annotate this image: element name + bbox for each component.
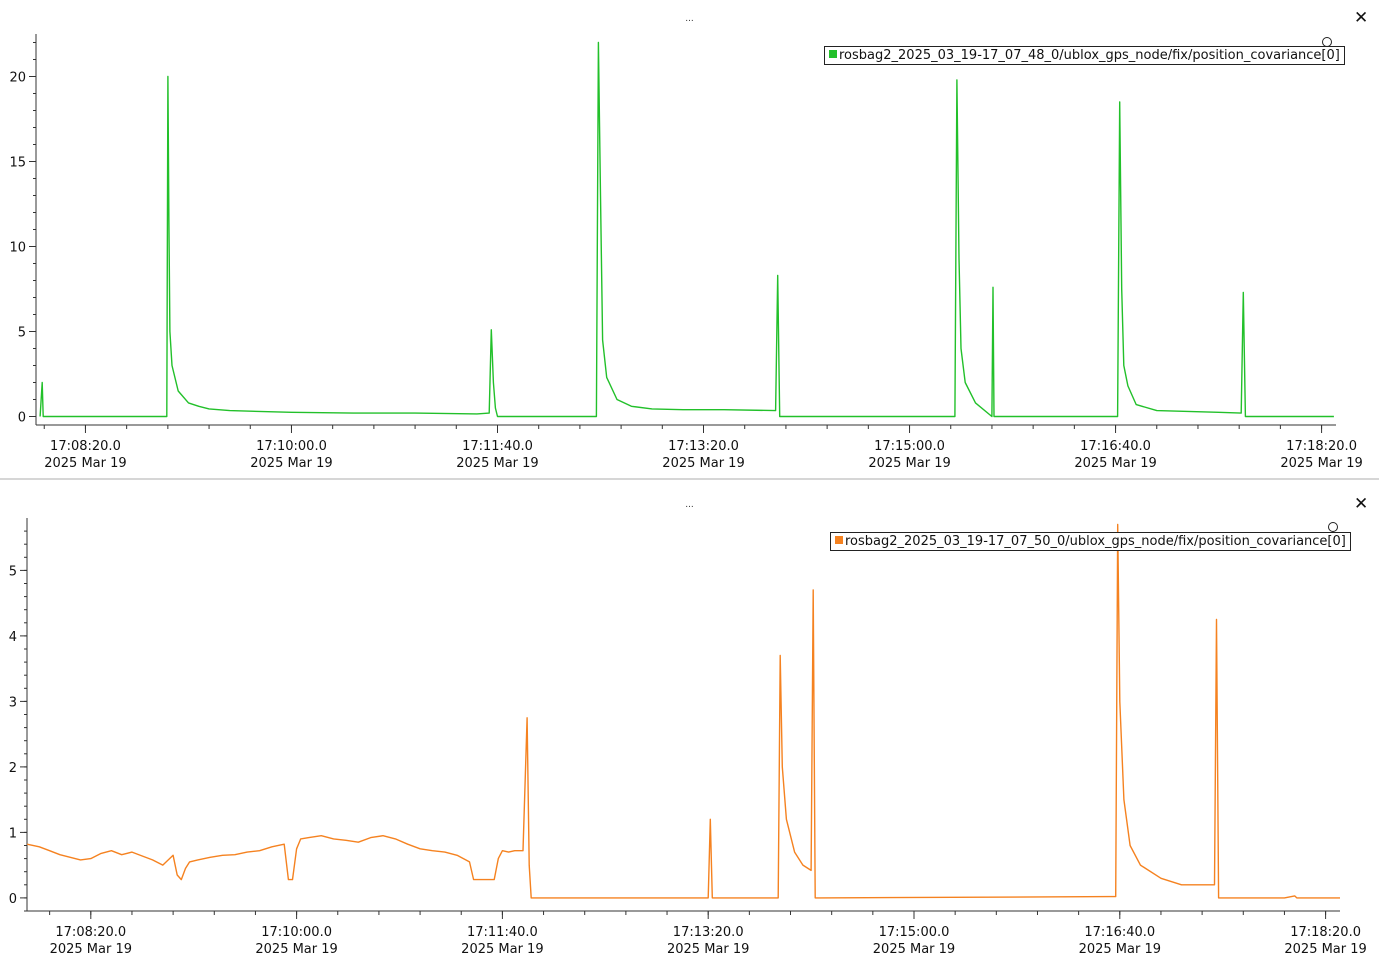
x-tick-label: 17:13:20.0 (673, 925, 744, 940)
x-tick-label: 17:11:40.0 (467, 925, 538, 940)
x-tick-date-label: 2025 Mar 19 (662, 456, 744, 471)
x-tick-label: 17:13:20.0 (668, 439, 739, 454)
x-tick-label: 17:08:20.0 (55, 925, 126, 940)
y-tick-label: 2 (9, 761, 17, 776)
x-tick-date-label: 2025 Mar 19 (255, 942, 337, 957)
x-tick-date-label: 2025 Mar 19 (456, 456, 538, 471)
x-tick-label: 17:16:40.0 (1084, 925, 1155, 940)
legend-swatch (829, 50, 837, 58)
x-tick-date-label: 2025 Mar 19 (873, 942, 955, 957)
panel-divider[interactable] (0, 478, 1379, 480)
x-tick-date-label: 2025 Mar 19 (1284, 942, 1366, 957)
x-tick-date-label: 2025 Mar 19 (868, 456, 950, 471)
x-tick-date-label: 2025 Mar 19 (50, 942, 132, 957)
x-tick-date-label: 2025 Mar 19 (461, 942, 543, 957)
x-tick-label: 17:15:00.0 (879, 925, 950, 940)
close-panel-button[interactable]: ✕ (1354, 494, 1369, 514)
legend-resize-handle[interactable] (1328, 522, 1338, 532)
x-tick-date-label: 2025 Mar 19 (1280, 456, 1362, 471)
plot-panel-bottom[interactable]: ... ✕ 0 1 2 3 4 5 17:08:20.0 2025 Mar 19 17:10:0… (0, 480, 1379, 963)
y-tick-label: 4 (9, 630, 17, 645)
legend-swatch (835, 536, 843, 544)
x-tick-date-label: 2025 Mar 19 (667, 942, 749, 957)
close-panel-button[interactable]: ✕ (1354, 8, 1369, 28)
x-tick-date-label: 2025 Mar 19 (44, 456, 126, 471)
legend-top[interactable]: rosbag2_2025_03_19-17_07_48_0/ublox_gps_… (824, 46, 1345, 65)
y-tick-label: 1 (9, 826, 17, 841)
plot-area-bottom[interactable]: 0 1 2 3 4 5 17:08:20.0 2025 Mar 19 17:10:00.0 202… (0, 480, 1379, 963)
x-tick-date-label: 2025 Mar 19 (1079, 942, 1161, 957)
y-tick-label: 0 (9, 892, 17, 907)
legend-label: rosbag2_2025_03_19-17_07_48_0/ublox_gps_… (839, 48, 1340, 63)
series-line (26, 523, 1340, 899)
legend-label: rosbag2_2025_03_19-17_07_50_0/ublox_gps_… (845, 534, 1346, 549)
x-tick-label: 17:16:40.0 (1080, 439, 1151, 454)
plot-area-top[interactable]: 0 5 10 15 20 17:08:20.0 2025 Mar 19 17:10:00.0 2… (0, 0, 1379, 478)
panel-title: ... (685, 14, 694, 24)
x-tick-label: 17:10:00.0 (261, 925, 332, 940)
plot-panel-top[interactable]: ... ✕ 0 5 10 15 20 17:08:20.0 2025 Mar 19 17:10… (0, 0, 1379, 478)
x-tick-label: 17:18:20.0 (1290, 925, 1361, 940)
y-tick-label: 0 (18, 411, 26, 426)
x-tick-label: 17:15:00.0 (874, 439, 945, 454)
x-tick-date-label: 2025 Mar 19 (1074, 456, 1156, 471)
y-tick-label: 20 (9, 71, 26, 86)
y-tick-label: 3 (9, 695, 17, 710)
panel-title: ... (685, 500, 694, 510)
x-tick-label: 17:18:20.0 (1286, 439, 1357, 454)
y-tick-label: 5 (9, 564, 17, 579)
y-tick-label: 15 (9, 156, 26, 171)
x-tick-label: 17:10:00.0 (256, 439, 327, 454)
y-tick-label: 10 (9, 241, 26, 256)
series-line (39, 41, 1334, 418)
x-tick-label: 17:08:20.0 (50, 439, 121, 454)
legend-bottom[interactable]: rosbag2_2025_03_19-17_07_50_0/ublox_gps_… (830, 532, 1351, 551)
legend-resize-handle[interactable] (1322, 37, 1332, 47)
x-tick-date-label: 2025 Mar 19 (250, 456, 332, 471)
y-tick-label: 5 (18, 326, 26, 341)
x-tick-label: 17:11:40.0 (462, 439, 533, 454)
